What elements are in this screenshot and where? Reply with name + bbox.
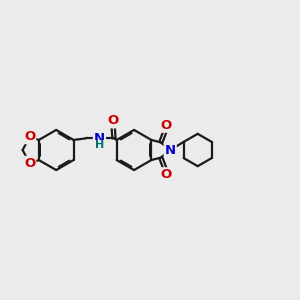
Text: O: O (24, 157, 35, 170)
Text: O: O (24, 130, 35, 143)
Text: H: H (95, 140, 104, 151)
Text: O: O (107, 114, 118, 128)
Text: N: N (165, 143, 176, 157)
Text: O: O (160, 168, 171, 181)
Text: O: O (160, 119, 171, 132)
Text: N: N (94, 132, 105, 145)
